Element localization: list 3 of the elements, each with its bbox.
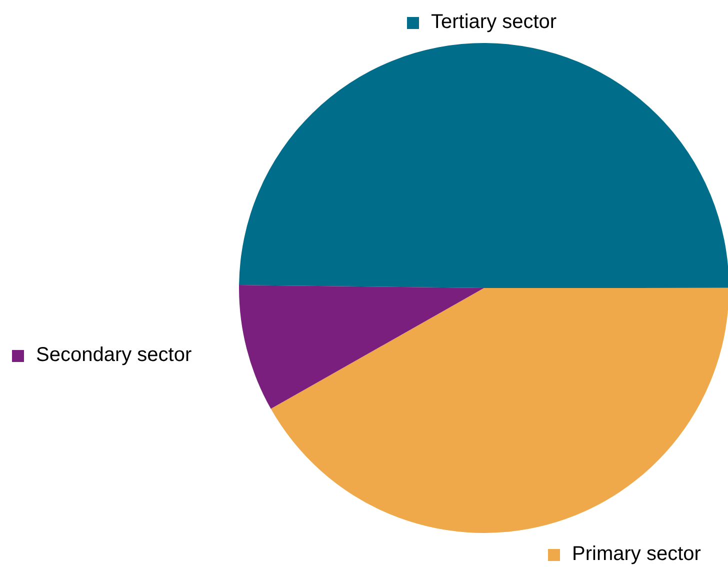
legend-label: Primary sector	[572, 543, 701, 566]
legend-label: Tertiary sector	[431, 11, 557, 34]
legend-label: Secondary sector	[36, 344, 192, 367]
